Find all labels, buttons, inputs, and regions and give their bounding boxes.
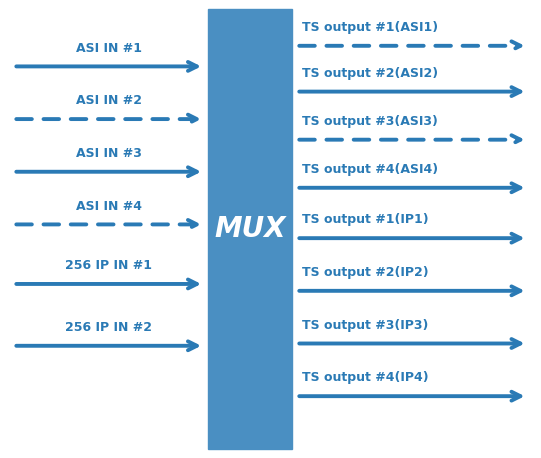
Text: TS output #2(ASI2): TS output #2(ASI2) (302, 67, 438, 80)
Text: ASI IN #1: ASI IN #1 (76, 42, 142, 55)
Text: TS output #1(IP1): TS output #1(IP1) (302, 213, 428, 226)
Text: 256 IP IN #2: 256 IP IN #2 (65, 321, 152, 334)
Text: MUX: MUX (214, 215, 286, 243)
FancyBboxPatch shape (208, 9, 292, 449)
Text: TS output #3(ASI3): TS output #3(ASI3) (302, 115, 438, 128)
Text: TS output #3(IP3): TS output #3(IP3) (302, 319, 428, 332)
Text: ASI IN #3: ASI IN #3 (76, 147, 142, 160)
Text: TS output #4(IP4): TS output #4(IP4) (302, 371, 428, 384)
Text: ASI IN #2: ASI IN #2 (76, 94, 142, 107)
Text: TS output #4(ASI4): TS output #4(ASI4) (302, 163, 438, 176)
Text: TS output #1(ASI1): TS output #1(ASI1) (302, 21, 438, 34)
Text: 256 IP IN #1: 256 IP IN #1 (65, 259, 152, 272)
Text: TS output #2(IP2): TS output #2(IP2) (302, 266, 428, 279)
Text: ASI IN #4: ASI IN #4 (76, 200, 142, 213)
